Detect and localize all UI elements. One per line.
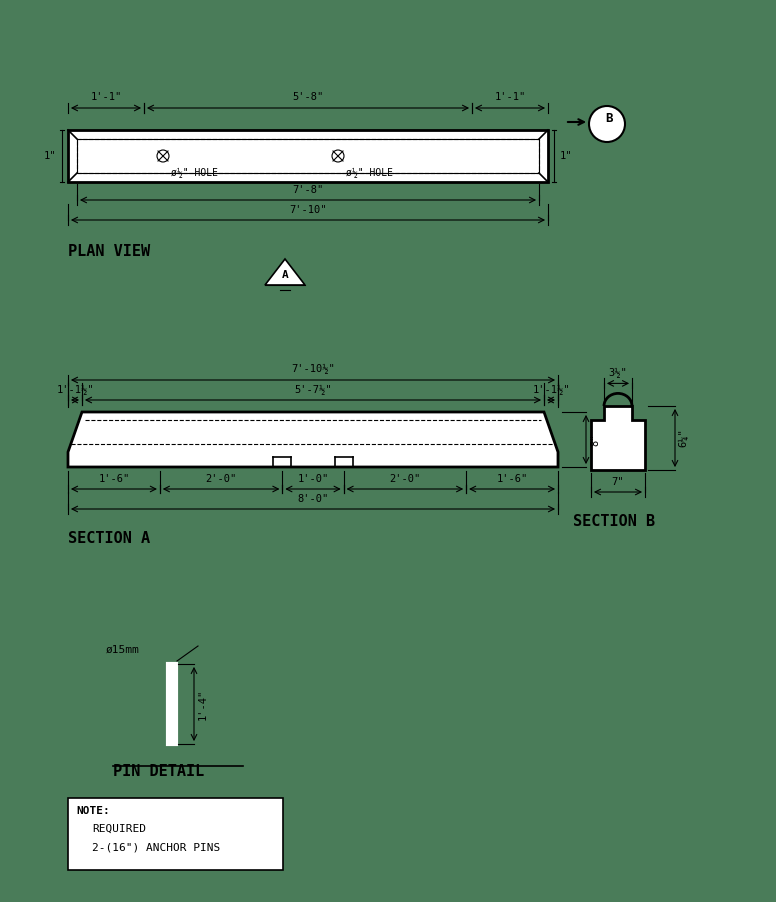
- Text: 6¼": 6¼": [679, 428, 689, 447]
- Text: 1'-1½": 1'-1½": [532, 385, 570, 395]
- Text: 7": 7": [611, 477, 624, 487]
- Circle shape: [589, 106, 625, 142]
- Text: B: B: [605, 113, 613, 125]
- Text: 2'-0": 2'-0": [206, 474, 237, 484]
- Text: 5'-7½": 5'-7½": [294, 385, 332, 395]
- Text: REQUIRED: REQUIRED: [92, 824, 146, 834]
- Text: PIN DETAIL: PIN DETAIL: [113, 764, 204, 779]
- Text: NOTE:: NOTE:: [76, 806, 109, 816]
- Text: A: A: [282, 270, 289, 280]
- Polygon shape: [265, 259, 305, 285]
- Bar: [77, 139, 539, 173]
- Text: 7'-10": 7'-10": [289, 205, 327, 215]
- Text: 1'-6": 1'-6": [99, 474, 130, 484]
- Text: SECTION A: SECTION A: [68, 531, 150, 546]
- Text: 7'-10½": 7'-10½": [291, 364, 335, 374]
- Text: 7'-8": 7'-8": [293, 185, 324, 195]
- Text: 1": 1": [43, 151, 56, 161]
- Text: ø½" HOLE: ø½" HOLE: [346, 168, 393, 178]
- Text: ø15mm: ø15mm: [106, 645, 140, 655]
- Bar: [68, 130, 548, 182]
- Polygon shape: [68, 412, 558, 467]
- Text: 1": 1": [560, 151, 573, 161]
- Text: 8'-0": 8'-0": [297, 494, 328, 504]
- Text: 1'-0": 1'-0": [297, 474, 328, 484]
- Text: SECTION B: SECTION B: [573, 514, 655, 529]
- Text: 1'-1½": 1'-1½": [56, 385, 94, 395]
- Text: 3½": 3½": [608, 368, 627, 379]
- Text: 1'-1": 1'-1": [90, 92, 122, 102]
- Text: 1'-6": 1'-6": [497, 474, 528, 484]
- Text: 8": 8": [590, 433, 600, 446]
- Text: ø½" HOLE: ø½" HOLE: [171, 168, 218, 178]
- Polygon shape: [591, 406, 645, 470]
- Bar: [168, 664, 176, 744]
- Text: PLAN VIEW: PLAN VIEW: [68, 244, 150, 259]
- Bar: [68, 798, 283, 870]
- Text: 1'-1": 1'-1": [494, 92, 525, 102]
- Text: 2-(16") ANCHOR PINS: 2-(16") ANCHOR PINS: [92, 842, 220, 852]
- Bar: [77, 139, 539, 173]
- Text: 2'-0": 2'-0": [390, 474, 421, 484]
- Text: 5'-8": 5'-8": [293, 92, 324, 102]
- Text: 1'-4": 1'-4": [198, 688, 208, 720]
